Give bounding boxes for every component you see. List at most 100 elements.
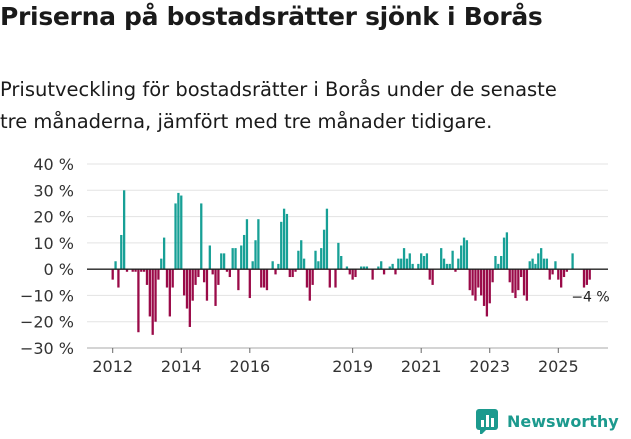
- bar: [337, 242, 340, 270]
- bar: [474, 269, 477, 301]
- bar: [351, 269, 354, 280]
- bar: [322, 229, 326, 270]
- bar: [477, 269, 480, 288]
- bar: [260, 269, 263, 288]
- bar: [360, 266, 363, 270]
- bar: [445, 263, 449, 270]
- bar: [168, 269, 171, 317]
- bar: [228, 269, 231, 278]
- bar: [220, 253, 223, 270]
- y-tick-label: 10 %: [33, 234, 74, 253]
- bar: [237, 269, 240, 291]
- bar: [325, 208, 329, 270]
- y-tick-label: 40 %: [33, 155, 74, 174]
- brand-name: Newsworthy: [507, 411, 619, 431]
- bar: [520, 269, 523, 278]
- annotation: −4 %: [571, 290, 609, 306]
- bar: [485, 269, 489, 317]
- bar: [234, 248, 237, 270]
- bar: [522, 269, 526, 296]
- subtitle-line-1: Prisutveckling för bostadsrätter i Borås…: [0, 78, 557, 101]
- bar: [465, 240, 469, 270]
- bar: [271, 261, 274, 270]
- bar: [454, 269, 457, 272]
- bar: [214, 269, 217, 306]
- bar: [402, 248, 406, 270]
- bar: [117, 269, 120, 288]
- x-tick-label: 2012: [92, 357, 133, 376]
- bar: [282, 208, 286, 270]
- bar: [554, 261, 557, 270]
- bar: [408, 253, 411, 270]
- bar: [308, 269, 311, 301]
- bar: [460, 245, 463, 270]
- bar: [182, 269, 186, 296]
- bar: [151, 269, 154, 335]
- bar: [280, 221, 283, 270]
- bar: [420, 253, 423, 270]
- bar: [245, 219, 249, 270]
- bar: [328, 269, 331, 288]
- y-tick-label: −20 %: [20, 313, 74, 332]
- bar: [551, 269, 554, 275]
- bar: [294, 269, 297, 272]
- bar: [242, 234, 246, 270]
- bar: [482, 269, 486, 306]
- bar: [174, 203, 177, 270]
- bar: [405, 258, 409, 270]
- bar: [537, 253, 540, 270]
- bar: [391, 263, 394, 270]
- bar: [300, 240, 303, 270]
- x-tick-label: 2025: [538, 357, 579, 376]
- bar: [428, 269, 431, 280]
- bar: [354, 269, 357, 278]
- bar: [211, 269, 214, 275]
- x-tick-label: 2016: [229, 357, 270, 376]
- bar: [397, 258, 400, 270]
- bar: [248, 269, 251, 299]
- bar: [345, 266, 349, 270]
- bar: [148, 269, 151, 317]
- bar: [285, 213, 289, 270]
- bar: [542, 258, 546, 270]
- bar: [514, 269, 517, 299]
- bar: [122, 190, 126, 270]
- bar: [297, 250, 300, 270]
- bar: [131, 269, 134, 272]
- newsworthy-brand[interactable]: Newsworthy: [475, 408, 619, 434]
- bar: [534, 263, 537, 270]
- bar: [525, 269, 529, 301]
- bar: [162, 237, 166, 270]
- bar: [302, 258, 306, 270]
- bar: [494, 256, 497, 270]
- bar: [388, 266, 391, 270]
- price-change-bar-chart: 40 %30 %20 %10 %0 %−10 %−20 %−30 % 2012 2…: [20, 155, 610, 376]
- bar: [497, 263, 500, 270]
- bar: [194, 269, 197, 285]
- bar: [382, 269, 386, 275]
- bar: [394, 269, 397, 275]
- bar: [222, 253, 226, 270]
- bar: [251, 261, 254, 270]
- bar: [585, 269, 589, 285]
- bar: [365, 266, 369, 270]
- bar: [240, 245, 243, 270]
- bar: [208, 245, 211, 270]
- bar: [377, 266, 380, 270]
- bar: [582, 269, 586, 288]
- bar: [488, 269, 491, 304]
- y-tick-label: 30 %: [33, 181, 74, 200]
- bar: [411, 263, 414, 270]
- bar: [448, 263, 451, 270]
- bar: [528, 261, 531, 270]
- bar: [177, 192, 180, 270]
- bar: [348, 269, 351, 275]
- bar: [160, 258, 163, 270]
- bar: [562, 269, 566, 278]
- chart-title: Priserna på bostadsrätter sjönk i Borås: [0, 2, 543, 31]
- bar: [145, 269, 149, 285]
- x-tick-label: 2019: [332, 357, 373, 376]
- bar: [422, 256, 426, 270]
- bar: [557, 269, 560, 280]
- bar: [180, 195, 183, 270]
